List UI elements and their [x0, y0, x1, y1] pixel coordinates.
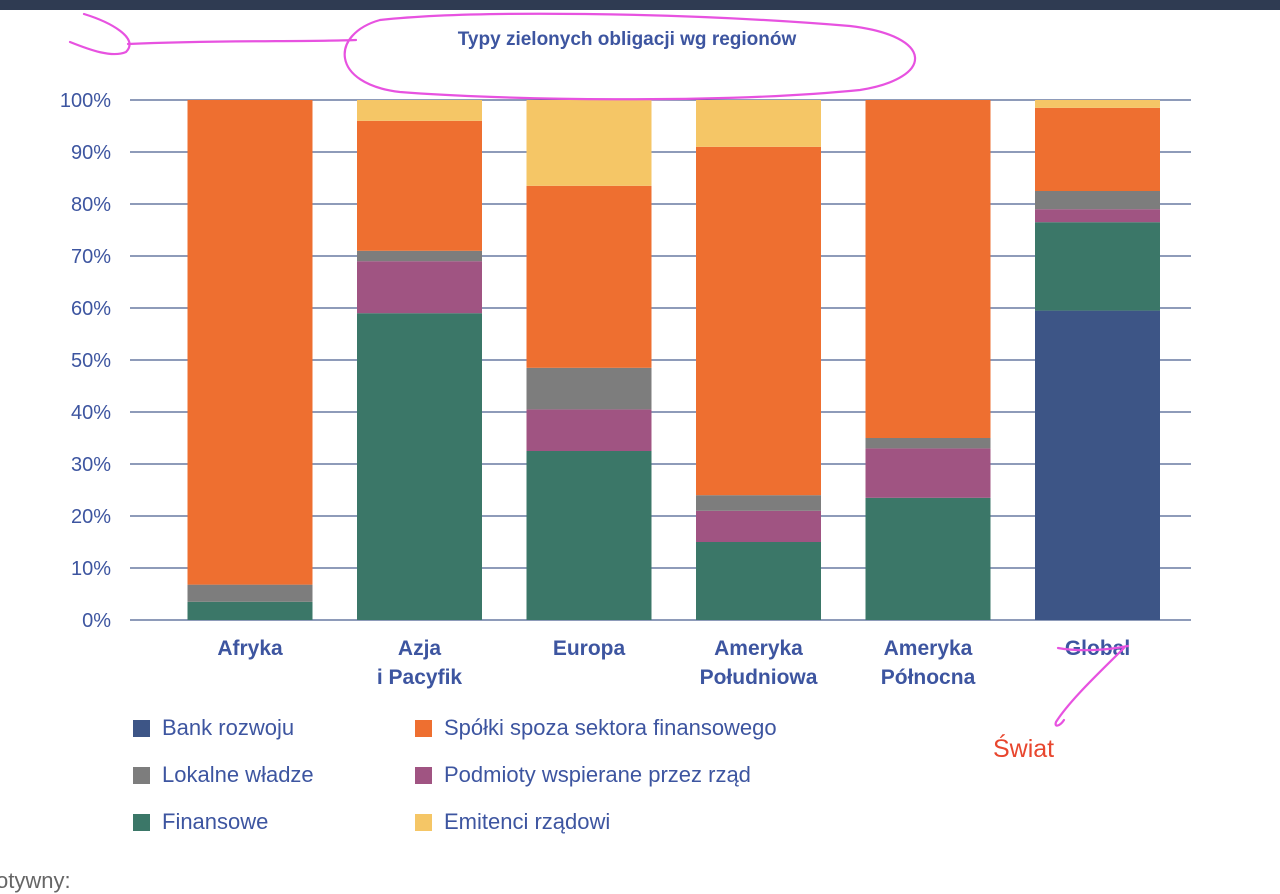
scribble-line [126, 38, 358, 46]
bar-segment [187, 100, 313, 585]
y-tick-label: 70% [71, 246, 111, 268]
legend-item: Spółki spoza sektora finansowego [415, 715, 835, 740]
legend-label: Emitenci rządowi [444, 809, 611, 834]
bar-segment [1035, 100, 1160, 108]
x-category-label: Europa [553, 637, 626, 660]
x-category-label: Południowa [700, 666, 818, 689]
bar-segment [187, 601, 313, 620]
legend-swatch [415, 719, 432, 737]
bar-segment [526, 185, 652, 368]
bar-segment [865, 100, 991, 438]
arrow-stroke [1054, 646, 1126, 727]
legend-label: Finansowe [162, 809, 269, 834]
bar-segment [357, 250, 482, 262]
y-tick-label: 10% [71, 558, 111, 580]
y-axis-ticks: 0% 10% 20% 30% 40% 50% 60% 70% 80% 90% 100% [60, 90, 111, 632]
bar-segment [187, 584, 313, 602]
legend-swatch [133, 813, 150, 831]
legend-swatch [133, 766, 150, 784]
bar-segment [865, 438, 991, 449]
bar-segment [696, 510, 821, 542]
bar-segment [1035, 222, 1160, 311]
strike-global [1056, 644, 1130, 652]
x-category-label: Azja [398, 637, 442, 660]
bar-segment [1035, 191, 1160, 210]
cut-off-text: otywny: [0, 868, 71, 893]
window-top-bar [0, 0, 1280, 10]
y-tick-label: 20% [71, 506, 111, 528]
legend-label: Bank rozwoju [162, 715, 295, 740]
y-tick-label: 50% [71, 350, 111, 372]
x-category-label: Ameryka [884, 637, 973, 660]
chart-legend: Bank rozwoju Spółki spoza sektora finanso… [133, 715, 893, 834]
bar-segment [865, 497, 991, 620]
bar-segment [696, 495, 821, 511]
bar-segment [526, 367, 652, 410]
y-tick-label: 100% [60, 90, 111, 112]
bar-segment [696, 100, 821, 147]
bar-segment [526, 100, 652, 186]
legend-swatch [133, 719, 150, 737]
x-category-label: Afryka [217, 637, 283, 660]
y-tick-label: 40% [71, 402, 111, 424]
legend-label: Spółki spoza sektora finansowego [444, 715, 777, 740]
scribble-mark [68, 12, 131, 56]
y-tick-label: 0% [82, 610, 111, 632]
bar-segment [357, 120, 482, 251]
bar-segment [1035, 107, 1160, 191]
legend-item: Podmioty wspierane przez rząd [415, 762, 835, 787]
handwritten-annotations [68, 12, 1130, 727]
x-category-label: i Pacyfik [377, 666, 463, 689]
title-circle [343, 12, 917, 101]
bars: Afryka Azja i Pacyfik Europa Ameryka Południo… [187, 100, 1160, 689]
legend-swatch [415, 766, 432, 784]
bar-segment [1035, 310, 1160, 620]
bar-segment [526, 409, 652, 451]
y-tick-label: 90% [71, 142, 111, 164]
legend-swatch [415, 813, 432, 831]
bar-segment [865, 448, 991, 498]
bar-segment [357, 261, 482, 314]
bar-segment [357, 100, 482, 121]
bar-segment [696, 542, 821, 620]
legend-item: Finansowe [133, 809, 415, 834]
legend-item: Lokalne władze [133, 762, 415, 787]
bar-segment [696, 146, 821, 496]
x-category-label: Global [1065, 637, 1130, 660]
bar-segment [357, 313, 482, 620]
x-category-label: Północna [881, 666, 976, 689]
chart-title: Typy zielonych obligacji wg regionów [458, 29, 797, 50]
legend-label: Lokalne władze [162, 762, 314, 787]
y-tick-label: 80% [71, 194, 111, 216]
x-category-label: Ameryka [714, 637, 803, 660]
legend-item: Bank rozwoju [133, 715, 415, 740]
legend-item: Emitenci rządowi [415, 809, 835, 834]
bar-segment [1035, 209, 1160, 223]
y-tick-label: 30% [71, 454, 111, 476]
legend-label: Podmioty wspierane przez rząd [444, 762, 751, 787]
y-tick-label: 60% [71, 298, 111, 320]
annotation-text: Świat [993, 733, 1054, 763]
bar-segment [526, 451, 652, 620]
